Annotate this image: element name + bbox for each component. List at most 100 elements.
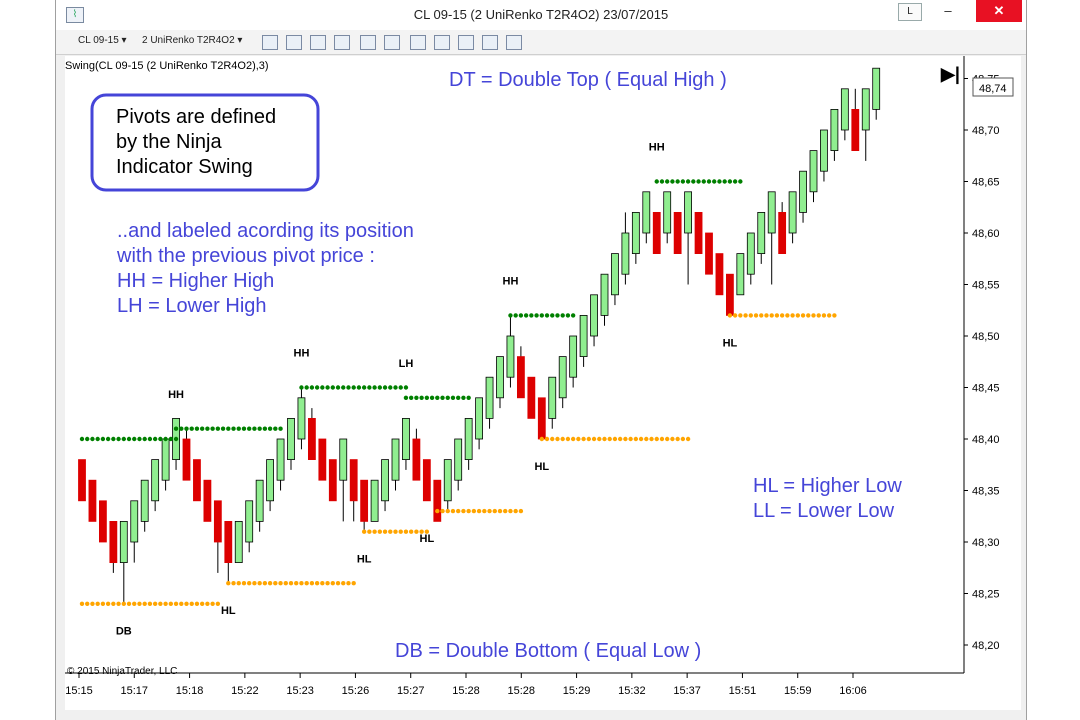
bull-brick[interactable] (140, 479, 149, 522)
bull-brick[interactable] (234, 520, 243, 563)
swing-low-dot (236, 581, 241, 586)
bull-brick[interactable] (443, 459, 452, 502)
link-button[interactable]: L (898, 3, 922, 21)
bear-brick[interactable] (78, 459, 86, 502)
strategy-icon[interactable] (410, 35, 426, 50)
bear-brick[interactable] (527, 376, 536, 419)
cursor-icon[interactable] (334, 35, 350, 50)
swing-low-dot (503, 508, 508, 514)
bull-brick[interactable] (840, 88, 849, 131)
bear-brick[interactable] (694, 211, 703, 254)
bear-brick[interactable] (88, 479, 97, 522)
bull-brick[interactable] (558, 356, 567, 399)
bear-brick[interactable] (537, 397, 546, 440)
bull-brick[interactable] (161, 438, 170, 481)
bear-brick[interactable] (433, 479, 442, 522)
bull-brick[interactable] (788, 191, 797, 234)
bull-brick[interactable] (464, 417, 473, 460)
bear-brick[interactable] (360, 479, 369, 522)
cursor-mode-icon[interactable] (360, 35, 376, 50)
bull-brick[interactable] (245, 500, 254, 543)
bull-brick[interactable] (736, 253, 745, 296)
period-selector[interactable]: 2 UniRenko T2R4O2 ▾ (142, 35, 243, 46)
bear-brick[interactable] (99, 500, 107, 543)
bull-brick[interactable] (872, 67, 881, 110)
bull-brick[interactable] (255, 479, 264, 522)
bear-brick[interactable] (182, 438, 191, 481)
zoom-icon[interactable] (384, 35, 400, 50)
bull-brick[interactable] (370, 479, 379, 522)
bear-brick[interactable] (109, 520, 118, 563)
bull-brick[interactable] (590, 294, 598, 337)
bull-brick[interactable] (119, 520, 128, 563)
bull-brick[interactable] (130, 500, 139, 543)
scroll-to-end-icon[interactable]: ▶| (940, 64, 960, 84)
bear-brick[interactable] (778, 211, 787, 254)
bear-brick[interactable] (715, 253, 724, 296)
minimize-button[interactable]: – (944, 3, 952, 18)
bear-brick[interactable] (328, 459, 337, 502)
bear-brick[interactable] (705, 232, 713, 275)
bull-brick[interactable] (830, 109, 839, 152)
indicators-icon[interactable] (434, 35, 450, 50)
bear-brick[interactable] (851, 109, 860, 152)
bull-brick[interactable] (569, 335, 578, 378)
marker-icon[interactable] (310, 35, 326, 50)
chart-plot-area[interactable]: DB HH HL HH HL LH HL HH HL HH HL 48,20 48,25 48,30 48… (65, 56, 1021, 710)
bear-brick[interactable] (652, 211, 661, 254)
bull-brick[interactable] (391, 438, 400, 481)
candlestick-chart[interactable]: DB HH HL HH HL LH HL HH HL HH HL 48,20 48,25 48,30 48… (65, 56, 1021, 710)
bull-brick[interactable] (151, 459, 160, 502)
bull-brick[interactable] (276, 438, 285, 481)
bear-brick[interactable] (193, 459, 201, 502)
bull-brick[interactable] (287, 417, 295, 460)
instrument-selector[interactable]: CL 09-15 ▾ (78, 35, 127, 46)
bull-brick[interactable] (642, 191, 651, 234)
bull-brick[interactable] (861, 88, 870, 131)
bull-brick[interactable] (579, 314, 588, 357)
data-box-icon[interactable] (482, 35, 498, 50)
bull-brick[interactable] (631, 211, 640, 254)
bar-style-icon[interactable] (262, 35, 278, 50)
bull-brick[interactable] (820, 129, 828, 172)
bull-brick[interactable] (663, 191, 672, 234)
title-bar[interactable]: ⌇ CL 09-15 (2 UniRenko T2R4O2) 23/07/201… (56, 0, 1026, 30)
bull-brick[interactable] (402, 417, 410, 460)
bull-brick[interactable] (297, 397, 306, 440)
swing-low-dot (294, 581, 299, 586)
bull-brick[interactable] (799, 170, 807, 213)
bull-brick[interactable] (548, 376, 557, 419)
bear-brick[interactable] (224, 520, 233, 563)
bull-brick[interactable] (684, 191, 692, 234)
drawing-tool-icon[interactable] (286, 35, 302, 50)
bear-brick[interactable] (726, 273, 734, 316)
bull-brick[interactable] (621, 232, 630, 275)
bull-brick[interactable] (506, 335, 515, 378)
templates-icon[interactable] (506, 35, 522, 50)
bull-brick[interactable] (496, 356, 504, 399)
bull-brick[interactable] (454, 438, 463, 481)
indicator-label: Swing(CL 09-15 (2 UniRenko T2R4O2),3) (65, 60, 269, 72)
bull-brick[interactable] (266, 459, 275, 502)
bear-brick[interactable] (318, 438, 327, 481)
bull-brick[interactable] (485, 376, 494, 419)
bear-brick[interactable] (516, 356, 525, 399)
chart-properties-icon[interactable] (458, 35, 474, 50)
bear-brick[interactable] (213, 500, 222, 543)
bull-brick[interactable] (381, 459, 389, 502)
bull-brick[interactable] (611, 253, 619, 296)
bear-brick[interactable] (673, 211, 682, 254)
close-button[interactable]: ✕ (976, 0, 1022, 22)
bear-brick[interactable] (307, 417, 316, 460)
bear-brick[interactable] (422, 459, 431, 502)
bull-brick[interactable] (600, 273, 609, 316)
bear-brick[interactable] (203, 479, 212, 522)
bull-brick[interactable] (809, 150, 818, 193)
bull-brick[interactable] (475, 397, 484, 440)
bull-brick[interactable] (339, 438, 348, 481)
bull-brick[interactable] (746, 232, 755, 275)
bull-brick[interactable] (767, 191, 776, 234)
bear-brick[interactable] (412, 438, 421, 481)
bear-brick[interactable] (349, 459, 358, 502)
bull-brick[interactable] (757, 211, 766, 254)
